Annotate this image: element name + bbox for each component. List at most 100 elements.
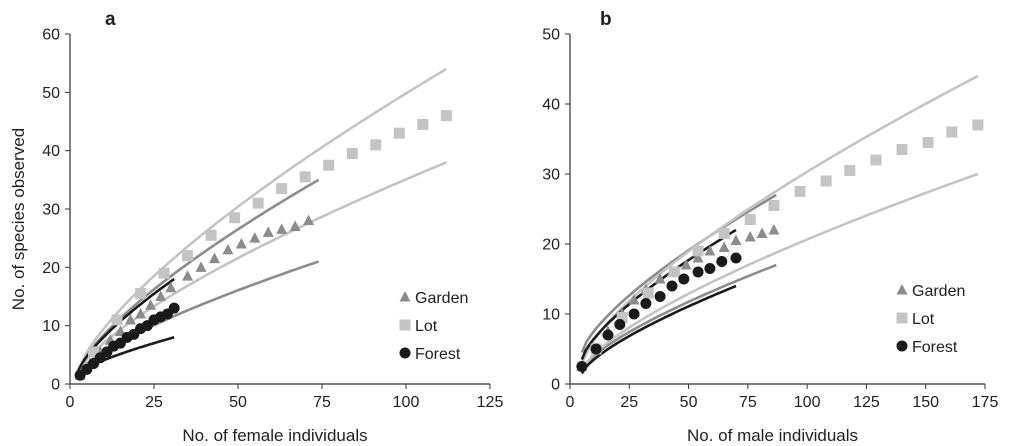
x-tick-label: 150 [912, 394, 939, 411]
data-point-garden [744, 231, 756, 242]
confidence-curve-lot-lower [75, 161, 447, 376]
confidence-curve-forest-lower [580, 284, 737, 375]
data-point-forest [654, 291, 666, 302]
data-point-garden [182, 270, 194, 281]
data-point-lot [252, 197, 264, 209]
legend-label-forest: Forest [912, 339, 958, 356]
data-point-garden [135, 308, 147, 319]
y-tick-label: 0 [51, 377, 60, 394]
data-point-lot [111, 314, 123, 326]
data-point-garden [195, 261, 207, 272]
legend-marker-lot [399, 319, 411, 331]
data-point-lot [440, 110, 452, 122]
confidence-curve-garden-upper [580, 193, 777, 354]
data-point-forest [640, 298, 652, 309]
data-point-lot [820, 175, 832, 187]
legend-label-garden: Garden [415, 290, 468, 307]
y-tick-label: 20 [542, 237, 560, 254]
x-tick-label: 50 [680, 394, 698, 411]
data-point-garden [114, 325, 126, 336]
data-point-lot [642, 287, 654, 299]
legend-marker-forest [896, 340, 908, 352]
y-tick-label: 50 [542, 27, 560, 44]
legend-label-forest: Forest [415, 346, 461, 363]
data-point-lot [972, 119, 984, 131]
data-point-lot [616, 312, 628, 323]
x-axis-label: No. of male individuals [687, 426, 858, 445]
data-point-garden [718, 241, 730, 252]
data-point-garden [145, 299, 157, 310]
data-point-forest [590, 343, 602, 355]
data-point-forest [716, 256, 728, 267]
data-point-lot [896, 144, 908, 155]
data-point-garden [704, 245, 716, 256]
x-tick-label: 125 [477, 394, 504, 411]
x-tick-label: 75 [313, 394, 331, 411]
y-tick-label: 40 [42, 143, 60, 160]
legend-label-lot: Lot [912, 311, 935, 328]
data-point-garden [628, 294, 640, 305]
data-point-garden [276, 223, 288, 234]
data-point-forest [614, 319, 626, 330]
data-point-lot [668, 266, 680, 278]
panel-label: b [600, 9, 612, 30]
data-point-garden [768, 224, 780, 235]
y-axis-label: No. of species observed [9, 128, 28, 310]
data-point-lot [158, 267, 170, 279]
data-point-forest [692, 266, 704, 278]
data-point-lot [323, 159, 335, 171]
data-point-garden [222, 243, 234, 255]
data-point-lot [276, 183, 288, 195]
legend-marker-forest [399, 347, 411, 359]
data-point-lot [229, 212, 241, 224]
confidence-curve-garden-lower [580, 263, 777, 371]
data-point-lot [794, 186, 806, 197]
legend-label-garden: Garden [912, 283, 965, 300]
data-point-garden [165, 281, 177, 293]
panel-a: 0 25 50 75 100 125 0 10 20 30 40 50 60 No. of female … [9, 9, 503, 445]
data-point-lot [299, 171, 311, 183]
y-tick-label: 0 [551, 377, 560, 394]
data-point-garden [692, 252, 704, 263]
panel-label: a [105, 9, 116, 30]
data-point-lot [870, 154, 882, 166]
data-point-garden [262, 226, 274, 237]
data-point-lot [768, 200, 780, 211]
x-tick-label: 25 [145, 394, 163, 411]
data-point-lot [922, 137, 934, 148]
data-point-lot [946, 126, 958, 138]
data-point-forest [628, 308, 640, 320]
data-point-forest [576, 361, 588, 372]
data-point-lot [370, 139, 382, 151]
data-point-garden [249, 232, 261, 243]
data-point-garden [730, 234, 742, 245]
data-point-garden [208, 252, 220, 264]
x-tick-label: 100 [794, 394, 821, 411]
data-point-forest [678, 273, 690, 285]
y-tick-label: 10 [542, 307, 560, 324]
x-tick-label: 175 [972, 394, 999, 411]
legend-marker-garden [399, 291, 411, 302]
x-tick-label: 75 [739, 394, 757, 411]
x-tick-label: 0 [566, 394, 575, 411]
data-point-garden [124, 313, 136, 325]
data-point-forest [602, 329, 614, 341]
x-tick-label: 100 [393, 394, 420, 411]
data-point-forest [666, 280, 678, 292]
data-point-lot [417, 118, 429, 130]
data-point-garden [756, 227, 768, 238]
data-point-forest [730, 252, 742, 264]
data-point-lot [844, 165, 856, 176]
data-point-garden [289, 220, 301, 231]
y-tick-label: 30 [42, 202, 60, 219]
data-point-garden [654, 273, 666, 284]
y-tick-label: 60 [42, 27, 60, 44]
data-point-lot [346, 148, 358, 160]
data-point-lot [692, 245, 704, 257]
data-point-garden [303, 214, 315, 226]
data-point-lot [744, 214, 756, 225]
x-axis-label: No. of female individuals [182, 426, 367, 445]
confidence-curve-lot-upper [580, 74, 979, 364]
legend-marker-garden [896, 284, 908, 295]
